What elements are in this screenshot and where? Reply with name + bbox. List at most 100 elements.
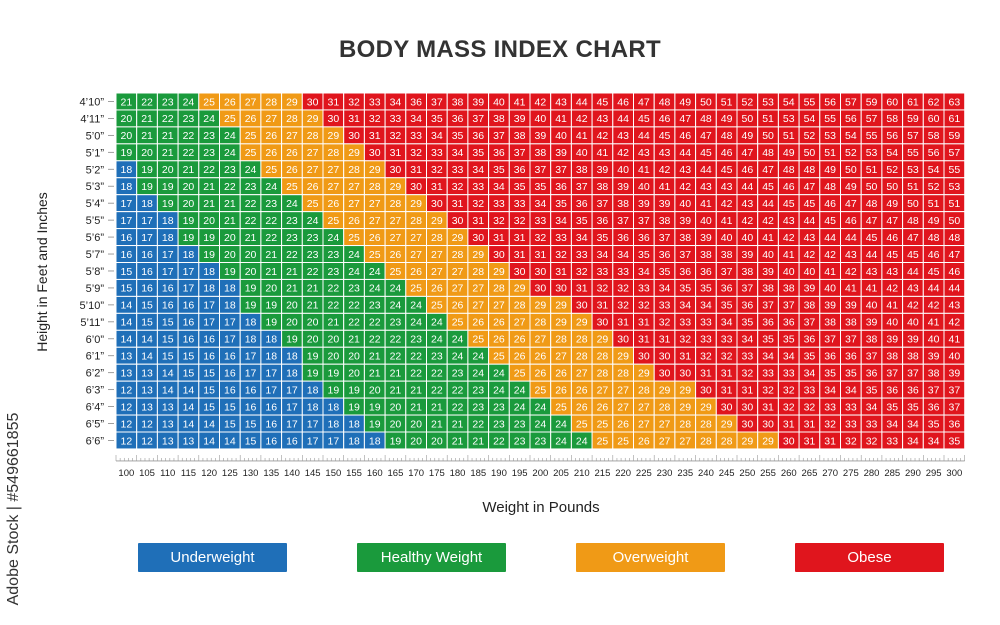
bmi-cell-value: 48: [866, 198, 878, 210]
bmi-cell-value: 33: [679, 317, 691, 329]
bmi-cell-value: 54: [886, 147, 898, 159]
bmi-cell-value: 14: [183, 418, 195, 430]
bmi-cell-value: 37: [866, 351, 878, 363]
bmi-cell-value: 38: [824, 317, 836, 329]
bmi-cell-value: 28: [452, 249, 464, 261]
bmi-cell-value: 20: [265, 283, 277, 295]
bmi-cell-value: 15: [203, 401, 215, 413]
bmi-cell-value: 36: [742, 300, 754, 312]
bmi-cell-value: 18: [328, 401, 340, 413]
bmi-cell-value: 49: [928, 215, 940, 227]
bmi-cell-value: 42: [659, 164, 671, 176]
bmi-cell-value: 35: [928, 418, 940, 430]
bmi-cell-value: 25: [493, 351, 505, 363]
bmi-cell-value: 41: [949, 334, 961, 346]
bmi-cell-value: 16: [183, 334, 195, 346]
x-tick-label: 180: [450, 468, 466, 479]
bmi-cell-value: 29: [679, 384, 691, 396]
bmi-cell-value: 29: [679, 401, 691, 413]
x-tick-label: 255: [760, 468, 776, 479]
bmi-cell-value: 25: [597, 435, 609, 447]
bmi-cell-value: 53: [907, 164, 919, 176]
bmi-cell-value: 27: [348, 198, 360, 210]
bmi-cell-value: 22: [431, 384, 443, 396]
bmi-cell-value: 27: [390, 215, 402, 227]
bmi-cell-value: 32: [638, 300, 650, 312]
bmi-cell-value: 35: [783, 334, 795, 346]
bmi-cell-value: 28: [369, 181, 381, 193]
bmi-cell-value: 35: [742, 317, 754, 329]
bmi-cell-value: 38: [514, 130, 526, 142]
x-tick-label: 190: [491, 468, 507, 479]
bmi-cell-value: 36: [576, 198, 588, 210]
bmi-cell-value: 20: [369, 384, 381, 396]
bmi-cell-value: 42: [597, 130, 609, 142]
bmi-cell-value: 41: [700, 198, 712, 210]
bmi-cell-value: 40: [721, 232, 733, 244]
y-tick-label: 6’1”: [86, 351, 105, 363]
bmi-cell-value: 25: [597, 418, 609, 430]
bmi-cell-value: 39: [700, 232, 712, 244]
bmi-cell-value: 22: [410, 367, 422, 379]
bmi-cell-value: 38: [659, 215, 671, 227]
bmi-cell-value: 40: [742, 232, 754, 244]
x-tick-label: 145: [305, 468, 321, 479]
bmi-cell-value: 33: [410, 130, 422, 142]
bmi-cell-value: 20: [203, 215, 215, 227]
bmi-cell-value: 27: [390, 232, 402, 244]
bmi-cell-value: 41: [928, 317, 940, 329]
bmi-cell-value: 45: [638, 113, 650, 125]
bmi-cell-value: 26: [286, 147, 298, 159]
bmi-cell-value: 30: [679, 367, 691, 379]
bmi-cell-value: 16: [141, 266, 153, 278]
bmi-cell-value: 28: [535, 317, 547, 329]
bmi-cell-value: 26: [535, 367, 547, 379]
bmi-cell-value: 60: [928, 113, 940, 125]
bmi-cell-value: 25: [431, 300, 443, 312]
bmi-cell-value: 26: [410, 266, 422, 278]
bmi-cell-value: 44: [762, 198, 774, 210]
x-tick-label: 275: [843, 468, 859, 479]
bmi-cell-value: 25: [348, 232, 360, 244]
bmi-cell-value: 52: [742, 96, 754, 108]
bmi-cell-value: 37: [949, 401, 961, 413]
bmi-cell-value: 24: [452, 351, 464, 363]
x-tick-label: 170: [408, 468, 424, 479]
bmi-cell-value: 42: [535, 96, 547, 108]
bmi-cell-value: 39: [514, 113, 526, 125]
bmi-cell-value: 25: [514, 367, 526, 379]
bmi-cell-value: 23: [183, 113, 195, 125]
bmi-cell-value: 22: [245, 198, 257, 210]
bmi-cell-value: 12: [121, 435, 133, 447]
bmi-cell-value: 12: [121, 418, 133, 430]
bmi-cell-value: 38: [845, 317, 857, 329]
bmi-cell-value: 27: [245, 96, 257, 108]
bmi-cell-value: 51: [866, 164, 878, 176]
bmi-cell-value: 17: [224, 317, 236, 329]
bmi-cell-value: 32: [617, 300, 629, 312]
bmi-cell-value: 57: [845, 96, 857, 108]
bmi-cell-value: 45: [659, 130, 671, 142]
bmi-cell-value: 33: [659, 300, 671, 312]
bmi-cell-value: 39: [535, 130, 547, 142]
bmi-cell-value: 28: [597, 367, 609, 379]
bmi-cell-value: 22: [493, 435, 505, 447]
bmi-cell-value: 24: [514, 384, 526, 396]
bmi-cell-value: 23: [203, 130, 215, 142]
bmi-cell-value: 21: [162, 147, 174, 159]
bmi-cell-value: 47: [700, 130, 712, 142]
bmi-cell-value: 26: [431, 283, 443, 295]
bmi-cell-value: 21: [390, 367, 402, 379]
bmi-cell-value: 51: [762, 113, 774, 125]
bmi-cell-value: 34: [700, 300, 712, 312]
bmi-cell-value: 35: [762, 334, 774, 346]
bmi-cell-value: 33: [535, 215, 547, 227]
bmi-cell-value: 43: [783, 215, 795, 227]
y-tick-label: 5’5”: [86, 215, 105, 227]
bmi-cell-value: 38: [886, 351, 898, 363]
x-tick-label: 290: [905, 468, 921, 479]
bmi-cell-value: 31: [804, 435, 816, 447]
bmi-cell-value: 21: [121, 96, 133, 108]
bmi-cell-value: 25: [369, 249, 381, 261]
y-tick-label: 5’7”: [86, 249, 105, 261]
